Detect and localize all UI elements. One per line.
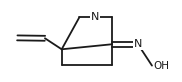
Text: N: N <box>134 39 142 49</box>
Text: OH: OH <box>153 61 169 71</box>
Text: N: N <box>91 12 99 22</box>
